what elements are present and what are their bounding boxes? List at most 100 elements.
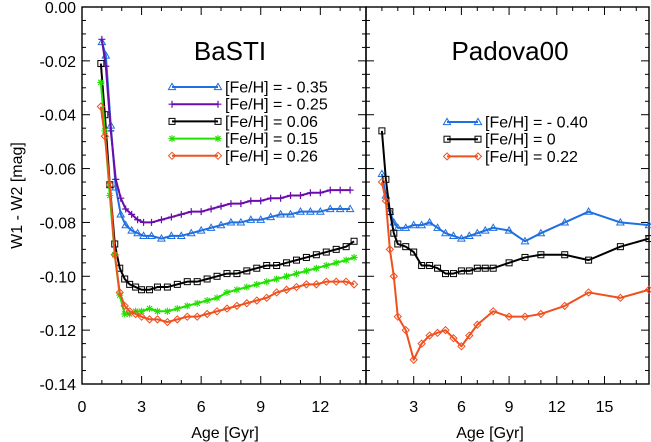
data-point <box>252 296 261 305</box>
y-tick-label: -0.06 <box>40 162 77 179</box>
legend-label: [Fe/H] = 0.06 <box>225 114 318 131</box>
x-tick-label: 15 <box>596 399 614 416</box>
data-point <box>346 186 354 194</box>
data-point <box>163 317 172 327</box>
y-axis-title: W1 - W2 [mag] <box>9 142 26 249</box>
data-point <box>253 264 261 272</box>
data-point <box>277 194 285 202</box>
data-point <box>253 280 261 288</box>
data-point <box>237 200 245 208</box>
data-point <box>213 272 221 280</box>
legend-label: [Fe/H] = 0 <box>485 132 556 149</box>
data-point <box>295 207 305 215</box>
data-point <box>394 240 402 248</box>
legend: [Fe/H] = - 0.40[Fe/H] = 0[Fe/H] = 0.22 <box>442 115 588 166</box>
data-point <box>350 253 358 261</box>
data-point <box>521 253 529 261</box>
data-point <box>132 307 140 315</box>
data-point <box>520 312 530 321</box>
data-point <box>433 328 442 338</box>
data-point <box>326 186 334 194</box>
y-tick-label: -0.14 <box>40 377 77 394</box>
legend-marker <box>213 82 223 91</box>
data-point <box>267 194 275 202</box>
data-point <box>131 309 140 319</box>
x-tick-label: 3 <box>409 399 418 416</box>
data-point <box>166 231 176 239</box>
data-point <box>336 186 344 194</box>
data-point <box>145 315 154 324</box>
data-point <box>163 283 171 291</box>
legend-marker <box>214 100 222 108</box>
data-point <box>273 275 281 283</box>
data-point <box>481 264 489 272</box>
x-tick-label: 0 <box>78 399 87 416</box>
series-0 <box>97 37 355 242</box>
data-point <box>236 217 246 226</box>
data-point <box>345 204 355 213</box>
x-tick-label: 9 <box>256 399 265 416</box>
data-point <box>192 312 202 321</box>
data-point <box>504 312 514 321</box>
legend-marker <box>443 135 451 143</box>
data-point <box>177 210 185 218</box>
data-point <box>377 169 387 178</box>
data-point <box>335 204 345 213</box>
data-point <box>273 262 281 270</box>
data-point <box>96 102 106 111</box>
data-point <box>138 307 146 315</box>
data-point <box>127 225 137 234</box>
legend-label: [Fe/H] = - 0.40 <box>485 115 588 132</box>
data-point <box>480 225 490 234</box>
data-point <box>378 127 386 135</box>
x-axis-title: Age [Gyr] <box>456 425 524 442</box>
data-point <box>263 278 271 286</box>
data-point <box>401 325 410 335</box>
series-line <box>99 106 355 324</box>
data-point <box>140 218 148 226</box>
data-point <box>286 209 295 218</box>
data-point <box>263 262 271 270</box>
data-point <box>425 331 434 340</box>
data-point <box>488 223 498 231</box>
data-point <box>153 283 161 291</box>
data-point <box>128 210 136 218</box>
legend-marker <box>473 152 483 161</box>
data-point <box>121 310 129 318</box>
data-point <box>441 270 449 278</box>
basti-panel: 0.00 -0.02 -0.04 -0.06 -0.08 -0.10 -0.12 -0.14 W… <box>9 0 367 442</box>
data-point <box>217 202 225 210</box>
data-point <box>441 228 450 237</box>
data-point <box>584 288 593 297</box>
data-point <box>449 270 457 278</box>
data-point <box>560 301 569 311</box>
data-point <box>381 196 391 206</box>
series-line <box>380 130 650 275</box>
data-point <box>157 216 165 224</box>
data-point <box>341 277 351 286</box>
data-point <box>121 220 131 229</box>
legend-marker <box>168 117 176 125</box>
data-point <box>390 229 398 237</box>
legend-label: [Fe/H] = - 0.35 <box>225 80 328 97</box>
data-point <box>146 305 154 313</box>
series-line <box>380 173 650 243</box>
y-tick-label: 0.00 <box>45 0 76 17</box>
series-line <box>380 181 650 361</box>
data-point <box>389 272 399 281</box>
data-point <box>433 223 443 231</box>
series-4 <box>96 102 359 327</box>
data-point <box>216 220 226 229</box>
data-point <box>186 228 196 237</box>
data-point <box>167 213 175 221</box>
y-tick-label: -0.08 <box>40 215 77 232</box>
data-point <box>202 309 212 319</box>
data-point <box>489 264 497 272</box>
data-point <box>409 220 419 229</box>
data-point <box>322 248 330 256</box>
data-point <box>616 293 625 303</box>
data-point <box>266 212 276 221</box>
data-point <box>409 355 418 364</box>
data-point <box>332 277 341 286</box>
